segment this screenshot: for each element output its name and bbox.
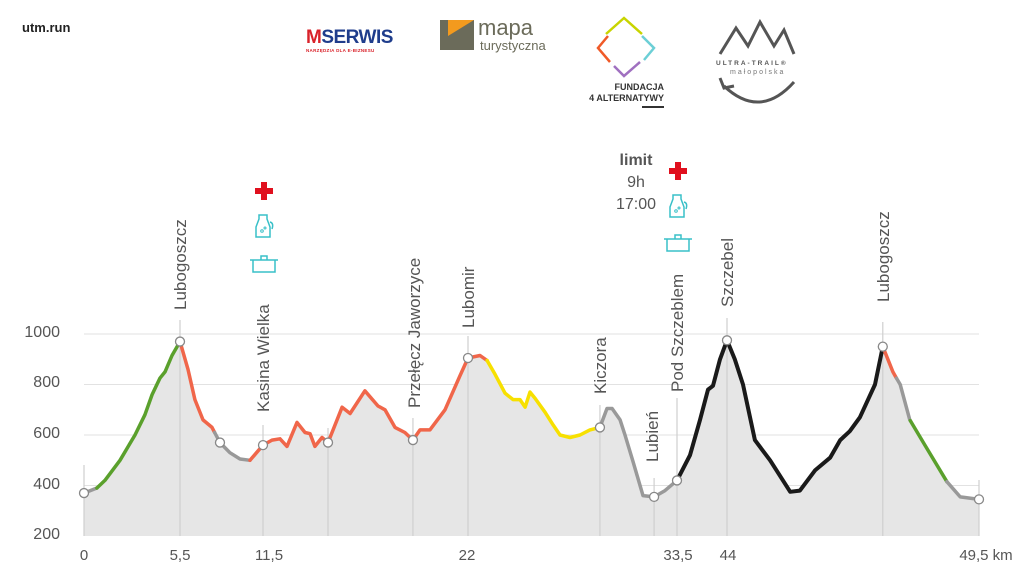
x-tick-label: 11,5 bbox=[254, 547, 284, 564]
y-tick-label: 400 bbox=[33, 476, 60, 493]
waypoint-marker bbox=[648, 491, 660, 503]
mapa-turystyczna-logo-icon bbox=[440, 20, 474, 50]
waypoint-label-szczebel: Szczebel bbox=[718, 238, 737, 307]
x-tick-label: 33,5 bbox=[663, 547, 693, 564]
mserwis-logo: MSERWIS bbox=[306, 27, 393, 48]
limit-hours: 9h bbox=[627, 174, 645, 191]
waypoint-label-kasina-wielka: Kasina Wielka bbox=[254, 304, 273, 412]
cooking-pot-icon bbox=[664, 234, 692, 252]
x-tick-label: 0 bbox=[79, 547, 89, 564]
waypoint-marker bbox=[407, 434, 419, 446]
waypoint-label-lubogoszcz-2: Lubogoszcz bbox=[874, 211, 893, 302]
waypoint-marker bbox=[594, 422, 606, 433]
limit-title: limit bbox=[619, 152, 653, 169]
mserwis-logo-subtitle: NARZĘDZIA DLA E-BIZNESU bbox=[306, 48, 375, 53]
trail-segment-green bbox=[95, 339, 182, 490]
y-tick-label: 600 bbox=[33, 425, 60, 442]
y-tick-label: 1000 bbox=[24, 324, 60, 341]
waypoint-marker bbox=[174, 336, 186, 347]
waypoint-marker bbox=[214, 437, 226, 448]
waypoint-marker bbox=[721, 335, 733, 346]
limit-time: 17:00 bbox=[615, 196, 657, 213]
cooking-pot-icon bbox=[250, 255, 278, 273]
mapa-logo-subtitle: turystyczna bbox=[480, 38, 546, 53]
trail-segment-gray bbox=[945, 479, 981, 502]
waypoint-marker bbox=[322, 437, 334, 448]
trail-segment-red bbox=[248, 353, 489, 463]
waypoint-marker bbox=[257, 439, 269, 451]
waypoint-label-kiczora: Kiczora bbox=[591, 337, 610, 394]
waypoint-label-przelecz-jaworzyce: Przełęcz Jaworzyce bbox=[405, 257, 424, 408]
fundacja-logo-icon bbox=[596, 16, 656, 78]
trail-segment-black bbox=[675, 338, 885, 494]
trail-segment-red bbox=[178, 339, 217, 435]
waypoint-marker bbox=[877, 341, 888, 352]
ultra-trail-logo-text: ULTRA-TRAIL® bbox=[716, 60, 788, 67]
x-tick-label: 49,5 km bbox=[959, 547, 1013, 564]
elevation-area bbox=[84, 340, 979, 536]
waypoint-marker bbox=[973, 494, 985, 505]
y-tick-label: 800 bbox=[33, 374, 60, 391]
mapa-logo-text: mapa bbox=[478, 15, 534, 40]
trail-segment-red bbox=[881, 344, 899, 380]
x-tick-label: 5,5 bbox=[169, 547, 191, 564]
waypoint-marker bbox=[671, 475, 683, 486]
trail-segment-green bbox=[908, 418, 949, 484]
water-jug-icon bbox=[669, 194, 688, 218]
waypoint-marker bbox=[78, 487, 90, 499]
ultra-trail-logo-icon bbox=[718, 18, 796, 104]
waypoint-marker bbox=[462, 352, 474, 364]
fundacja-logo-text: FUNDACJA 4 ALTERNATYWY bbox=[588, 82, 664, 108]
waypoint-label-lubien: Lubień bbox=[643, 410, 662, 462]
fundacja-line2: 4 ALTERNATYWY bbox=[589, 93, 664, 103]
x-tick-label: 22 bbox=[458, 547, 476, 564]
waypoint-label-pod-szczeblem: Pod Szczeblem bbox=[668, 273, 687, 392]
x-tick-label: 44 bbox=[719, 547, 737, 564]
first-aid-cross-icon bbox=[255, 182, 273, 200]
ultra-trail-logo-subtitle: małopolska bbox=[730, 69, 786, 76]
trail-segment-yellow bbox=[485, 358, 601, 440]
first-aid-cross-icon bbox=[669, 162, 687, 180]
waypoint-label-lubogoszcz: Lubogoszcz bbox=[171, 219, 190, 310]
site-name[interactable]: utm.run bbox=[22, 20, 71, 35]
fundacja-line1: FUNDACJA bbox=[614, 82, 665, 92]
waypoint-label-lubomir: Lubomir bbox=[459, 266, 478, 328]
y-tick-label: 200 bbox=[33, 526, 60, 543]
water-jug-icon bbox=[255, 214, 274, 238]
